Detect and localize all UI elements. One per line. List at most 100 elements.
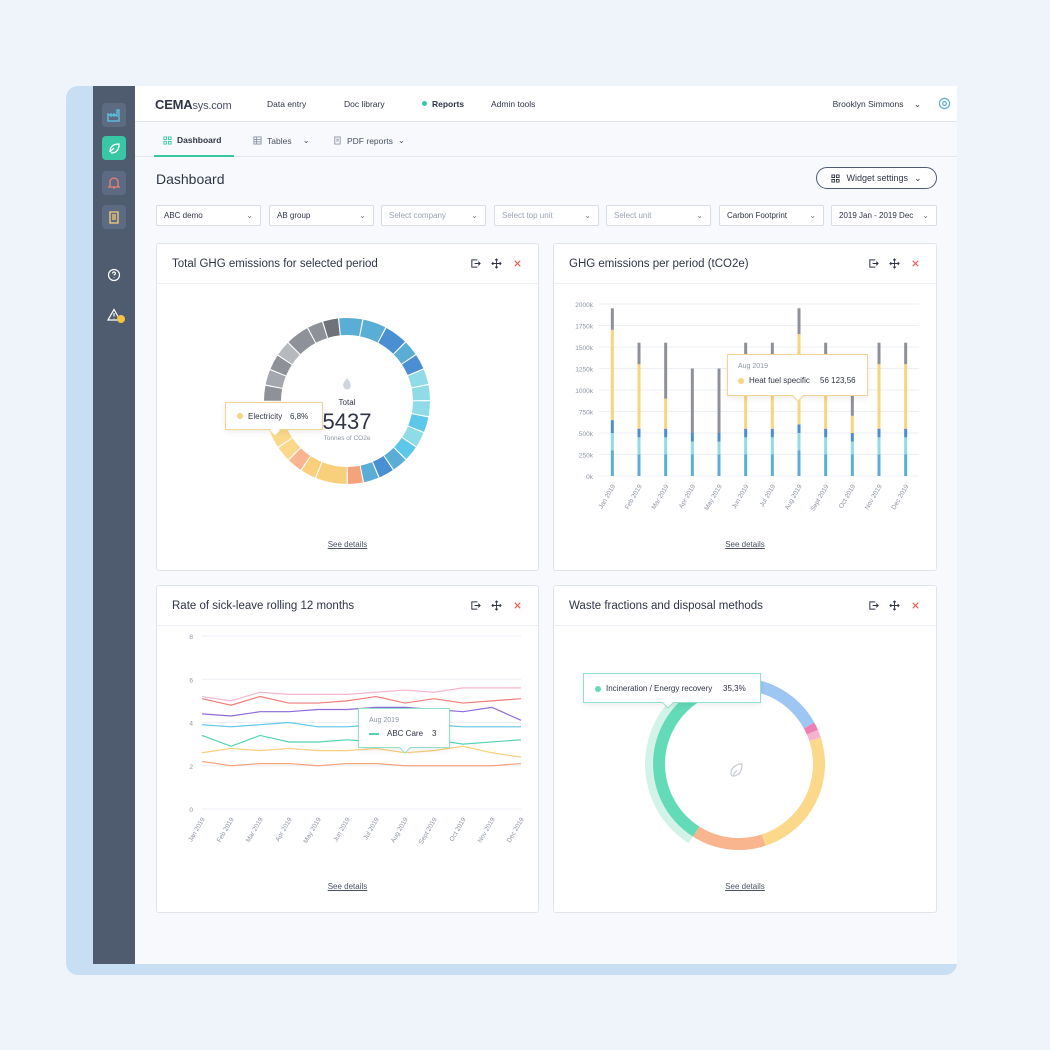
export-icon[interactable] <box>470 600 481 611</box>
move-icon[interactable] <box>491 258 502 269</box>
sidebar-leaf-button[interactable] <box>102 136 126 160</box>
donut-segment <box>316 462 347 484</box>
filter-value: 2019 Jan - 2019 Dec <box>839 211 914 220</box>
bar-segment <box>610 420 614 433</box>
grid-icon <box>163 135 172 145</box>
filter-report-type[interactable]: Carbon Footprint ⌄ <box>719 205 824 226</box>
bar-segment <box>904 437 908 455</box>
widget-settings-label: Widget settings <box>846 173 908 183</box>
sidebar-help-button[interactable] <box>102 263 126 287</box>
y-tick-label: 0k <box>586 474 594 481</box>
bar-segment <box>877 454 881 476</box>
y-tick-label: 750k <box>579 410 594 417</box>
settings-icon[interactable] <box>938 97 951 110</box>
x-tick-label: Nov 2019 <box>864 483 884 511</box>
bar-segment <box>637 342 641 365</box>
close-icon[interactable] <box>512 600 523 611</box>
bar-segment <box>664 437 668 455</box>
bar-segment <box>904 454 908 476</box>
bar-segment <box>717 368 721 433</box>
nav-admin-tools[interactable]: Admin tools <box>491 99 536 109</box>
bar-segment <box>744 428 748 438</box>
close-icon[interactable] <box>910 258 921 269</box>
chevron-down-icon: ⌄ <box>584 211 591 220</box>
chevron-down-icon: ⌄ <box>922 211 929 220</box>
bar-segment <box>610 450 614 476</box>
tab-tables[interactable]: Tables ⌄ <box>253 135 310 146</box>
export-icon[interactable] <box>470 258 481 269</box>
legend-dot <box>738 378 744 384</box>
bar-segment <box>850 385 854 416</box>
see-details-link[interactable]: See details <box>327 540 368 549</box>
sidebar-alarm-button[interactable] <box>102 171 126 195</box>
nav-reports[interactable]: Reports <box>432 99 465 109</box>
x-tick-label: Jan 2019 <box>598 483 618 510</box>
bar-segment <box>664 454 668 476</box>
sick-leave-line-chart: 0 2 4 6 8 Jan 2019 Feb 2019 Mar 2019 Apr 2019 May… <box>187 634 526 846</box>
sub-navigation: Dashboard Tables ⌄ PDF reports ⌄ <box>135 123 957 157</box>
x-tick-label: Mar 2019 <box>651 483 671 511</box>
x-tick-label: Oct 2019 <box>838 483 857 510</box>
app-logo[interactable]: CEMAsys.com <box>155 97 232 112</box>
see-details-link[interactable]: See details <box>725 882 765 891</box>
tab-pdf-reports[interactable]: PDF reports ⌄ <box>333 135 405 146</box>
bar-segment <box>717 433 721 442</box>
x-tick-label: Jun 2019 <box>731 483 751 510</box>
donut-segment <box>264 385 283 401</box>
filter-group[interactable]: AB group ⌄ <box>269 205 374 226</box>
filter-company-group[interactable]: ABC demo ⌄ <box>156 205 261 226</box>
tooltip-value: 6,8% <box>290 412 309 421</box>
donut-segment <box>408 369 429 388</box>
move-icon[interactable] <box>889 258 900 269</box>
card-actions <box>470 258 523 269</box>
filter-select-unit[interactable]: Select unit ⌄ <box>606 205 711 226</box>
export-icon[interactable] <box>868 600 879 611</box>
tab-dashboard[interactable]: Dashboard <box>163 135 221 145</box>
card-title: Total GHG emissions for selected period <box>172 258 378 270</box>
donut-segment <box>394 437 416 460</box>
move-icon[interactable] <box>889 600 900 611</box>
sidebar-warning-button[interactable] <box>102 303 126 327</box>
card-actions <box>868 258 921 269</box>
nav-doc-library[interactable]: Doc library <box>344 99 385 109</box>
x-tick-label: Jul 2019 <box>362 816 381 841</box>
donut-segment <box>393 342 416 364</box>
x-tick-label: Apr 2019 <box>274 816 293 843</box>
sidebar-clipboard-button[interactable] <box>102 205 126 229</box>
y-tick-label: 1500k <box>575 345 593 352</box>
filter-select-company[interactable]: Select company ⌄ <box>381 205 486 226</box>
donut-segment <box>301 456 322 478</box>
bar-segment <box>904 342 908 365</box>
bar-segment <box>637 428 641 438</box>
bar-segment <box>824 454 828 476</box>
move-icon[interactable] <box>491 600 502 611</box>
leaf-icon <box>730 763 743 777</box>
bar-segment <box>664 398 668 429</box>
leaf-icon <box>109 143 120 154</box>
donut-slice <box>653 683 714 837</box>
filter-placeholder: Select company <box>389 211 446 220</box>
ghg-bar-chart: 0k 250k 500k 750k 1000k 1250k 1500k 1750k 2000k J… <box>575 302 919 513</box>
widget-settings-button[interactable]: Widget settings ⌄ <box>816 167 937 189</box>
sidebar-factory-button[interactable] <box>102 103 126 127</box>
tooltip-value: 56 123,56 <box>820 376 856 385</box>
close-icon[interactable] <box>910 600 921 611</box>
ghg-donut-chart: 5437 Total Tonnes of CO2e <box>264 318 430 484</box>
user-menu[interactable]: Brooklyn Simmons ⌄ <box>833 99 921 110</box>
see-details-link[interactable]: See details <box>725 540 765 549</box>
filter-select-top-unit[interactable]: Select top unit ⌄ <box>494 205 599 226</box>
x-tick-label: May 2019 <box>302 816 323 845</box>
help-icon <box>107 268 121 282</box>
card-sick-leave: Rate of sick-leave rolling 12 months 0 2 4… <box>156 585 539 913</box>
y-tick-label: 0 <box>189 807 193 814</box>
filter-period[interactable]: 2019 Jan - 2019 Dec ⌄ <box>831 205 937 226</box>
nav-data-entry[interactable]: Data entry <box>267 99 307 109</box>
donut-segment <box>384 447 406 470</box>
close-icon[interactable] <box>512 258 523 269</box>
chevron-down-icon: ⌄ <box>302 135 310 145</box>
bar-segment <box>690 433 694 442</box>
donut-segment <box>360 462 379 483</box>
see-details-link[interactable]: See details <box>327 882 368 891</box>
export-icon[interactable] <box>868 258 879 269</box>
y-tick-label: 250k <box>579 453 594 460</box>
